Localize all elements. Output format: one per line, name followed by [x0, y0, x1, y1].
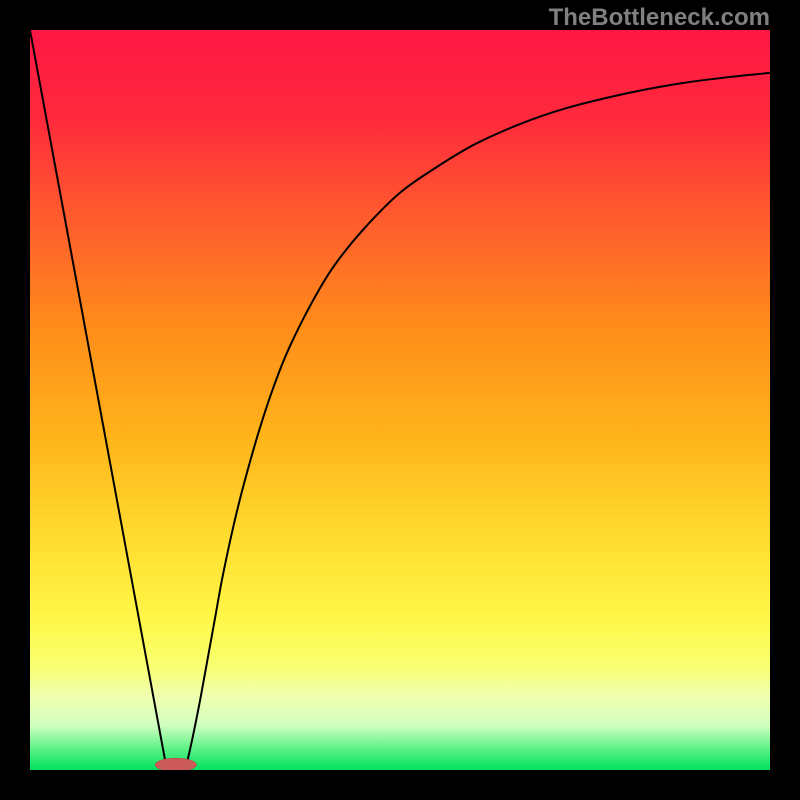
watermark-text: TheBottleneck.com [549, 4, 770, 32]
chart-container: TheBottleneck.com [0, 0, 800, 800]
gradient-background [30, 30, 770, 770]
plot-area [30, 30, 770, 770]
bottleneck-marker [155, 758, 196, 770]
plot-svg [30, 30, 770, 770]
